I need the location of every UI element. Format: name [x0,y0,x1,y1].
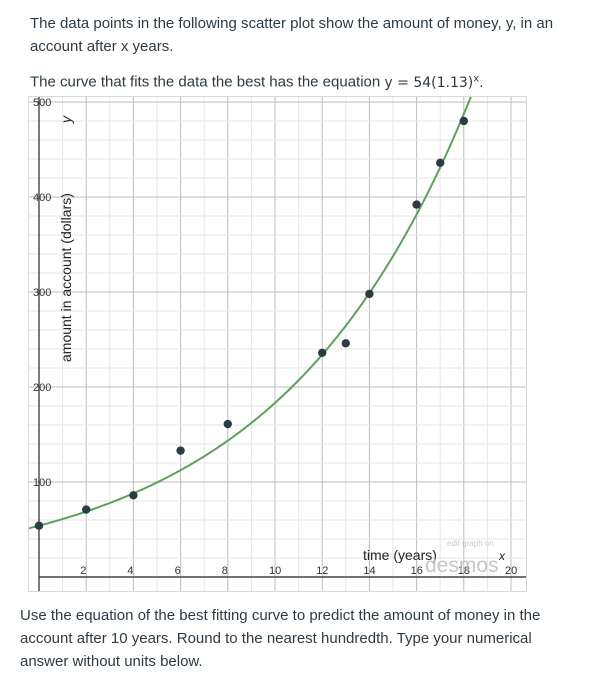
chart-svg: 2 4 6 8 10 12 14 16 18 20 100 200 300 400 500 amount i… [26,89,526,591]
axes [38,97,526,591]
x-tick-label: 12 [316,565,328,577]
x-tick-label: 14 [363,565,375,577]
x-tick-label: 6 [175,565,181,577]
x-axis-label: time (years) [363,547,437,563]
intro-line-1: The data points in the following scatter… [30,15,554,55]
x-tick-label: 2 [80,565,86,577]
data-point [176,446,185,455]
best-fit-curve [26,89,475,530]
x-tick-label: 10 [269,565,281,577]
data-point [318,348,327,357]
watermark-edit-graph[interactable]: edit graph on [447,539,494,548]
x-tick-label: 18 [458,565,470,577]
y-tick-label: 300 [33,287,51,299]
tick-labels: 2 4 6 8 10 12 14 16 18 20 100 200 300 400 500 [33,97,517,577]
desmos-watermark[interactable]: desmos [425,554,499,577]
data-point [34,521,44,530]
grid-lines [29,97,526,591]
data-point [82,505,91,514]
equation-end: . [479,74,484,91]
data-point [365,289,374,299]
y-tick-label: 400 [33,192,51,204]
scatter-plot[interactable]: 2 4 6 8 10 12 14 16 18 20 100 200 300 400 500 amount i… [26,89,527,592]
x-tick-label: 20 [505,565,517,577]
data-points [34,116,468,530]
equation-exponent: x [473,73,480,84]
x-tick-label: 4 [127,565,133,577]
question-text: Use the equation of the best fitting cur… [20,607,541,670]
problem-intro: The data points in the following scatter… [30,12,570,104]
x-axis-variable: x [498,549,506,563]
y-tick-label: 100 [33,477,51,489]
intro-line-2: The curve that fits the data the best ha… [30,67,570,95]
data-point [459,116,468,126]
intro-line-2-prefix: The curve that fits the data the best ha… [30,73,385,91]
x-tick-label: 8 [222,565,228,577]
y-tick-label: 200 [33,382,51,394]
equation: y = 54(1.13)x. [384,73,484,91]
y-axis-variable: y [58,115,74,124]
x-tick-label: 16 [411,565,423,577]
data-point [341,339,350,348]
data-point [223,419,232,429]
data-point [436,158,445,167]
y-axis-label: amount in account (dollars) [58,193,74,362]
equation-base: y = 54(1.13) [384,74,474,91]
data-point [129,491,138,500]
y-tick-label: 500 [33,97,51,109]
data-point [412,200,421,209]
